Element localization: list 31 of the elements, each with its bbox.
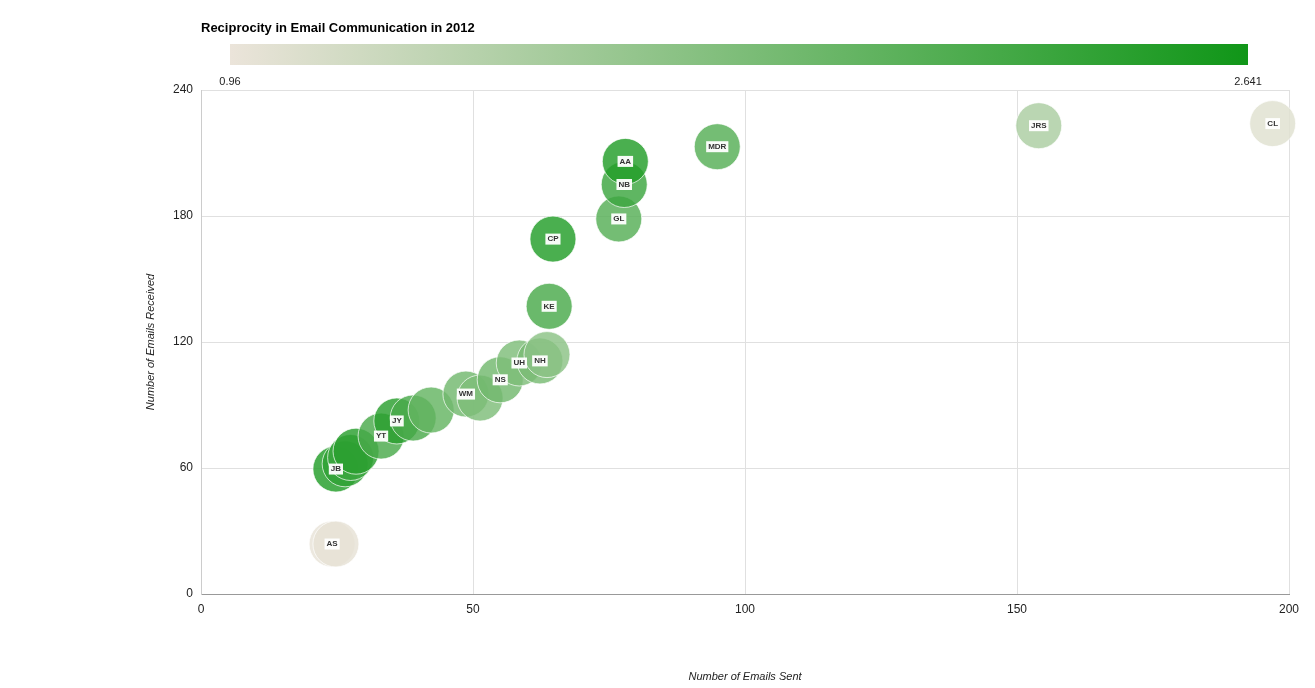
annotation: MDR	[708, 141, 727, 151]
x-tick-label: 200	[1278, 601, 1300, 616]
annotation: WM	[458, 389, 474, 399]
y-tick-label: 60	[179, 460, 194, 475]
x-tick-label: 100	[734, 601, 756, 616]
annotation: UH	[513, 358, 526, 368]
color-bar-label: 2.641	[1234, 74, 1262, 87]
y-tick-label: 0	[186, 586, 194, 601]
annotation: AS	[326, 539, 339, 549]
x-tick-label: 150	[1006, 601, 1028, 616]
y-tick-label: 120	[172, 334, 194, 349]
y-tick-label: 180	[172, 208, 194, 223]
annotation: AA	[619, 156, 632, 166]
chart-title: Reciprocity in Email Communication in 2012	[201, 19, 475, 35]
annotation: CL	[1267, 118, 1279, 128]
y-axis-title: Number of Emails Received	[143, 272, 156, 411]
annotation: NS	[494, 375, 507, 384]
annotation: JB	[330, 464, 342, 474]
annotation: NH	[534, 356, 546, 366]
annotation: KE	[543, 301, 556, 311]
annotation: YT	[375, 431, 387, 441]
y-tick-label: 240	[172, 82, 194, 97]
annotation: JRS	[1030, 120, 1048, 130]
annotation: CP	[547, 234, 560, 244]
x-tick-label: 0	[197, 601, 205, 616]
annotation: NB	[618, 179, 631, 189]
x-axis-title: Number of Emails Sent	[688, 670, 803, 683]
color-bar-label: 0.96	[219, 74, 241, 87]
annotation: GL	[613, 214, 625, 224]
annotation: JY	[391, 416, 403, 426]
x-tick-label: 50	[466, 601, 480, 616]
